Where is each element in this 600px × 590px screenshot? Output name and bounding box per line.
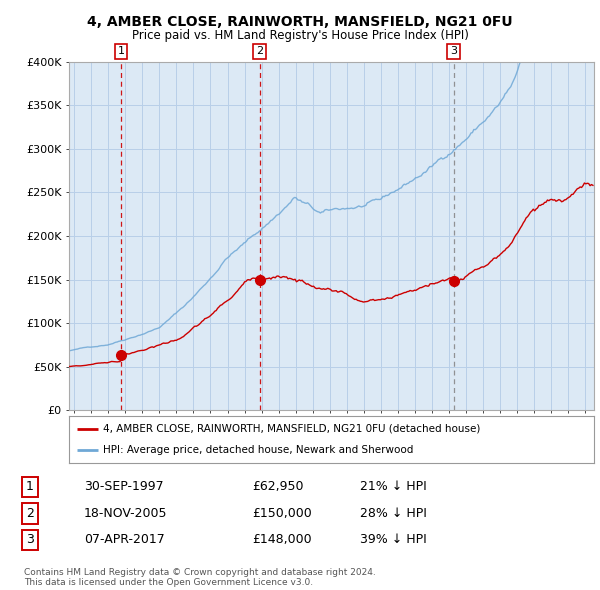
- Text: 30-SEP-1997: 30-SEP-1997: [84, 480, 164, 493]
- Text: 28% ↓ HPI: 28% ↓ HPI: [360, 507, 427, 520]
- Text: 4, AMBER CLOSE, RAINWORTH, MANSFIELD, NG21 0FU: 4, AMBER CLOSE, RAINWORTH, MANSFIELD, NG…: [87, 15, 513, 29]
- Text: £62,950: £62,950: [252, 480, 304, 493]
- Text: 2: 2: [256, 47, 263, 57]
- Text: 2: 2: [26, 507, 34, 520]
- Text: 18-NOV-2005: 18-NOV-2005: [84, 507, 167, 520]
- Text: Contains HM Land Registry data © Crown copyright and database right 2024.
This d: Contains HM Land Registry data © Crown c…: [24, 568, 376, 587]
- Text: 1: 1: [26, 480, 34, 493]
- Text: 07-APR-2017: 07-APR-2017: [84, 533, 165, 546]
- Text: 4, AMBER CLOSE, RAINWORTH, MANSFIELD, NG21 0FU (detached house): 4, AMBER CLOSE, RAINWORTH, MANSFIELD, NG…: [103, 424, 481, 434]
- Text: 39% ↓ HPI: 39% ↓ HPI: [360, 533, 427, 546]
- Text: 21% ↓ HPI: 21% ↓ HPI: [360, 480, 427, 493]
- Text: HPI: Average price, detached house, Newark and Sherwood: HPI: Average price, detached house, Newa…: [103, 445, 413, 455]
- Text: £150,000: £150,000: [252, 507, 312, 520]
- Text: 3: 3: [26, 533, 34, 546]
- Text: 3: 3: [450, 47, 457, 57]
- Text: 1: 1: [118, 47, 124, 57]
- Text: Price paid vs. HM Land Registry's House Price Index (HPI): Price paid vs. HM Land Registry's House …: [131, 30, 469, 42]
- Text: £148,000: £148,000: [252, 533, 311, 546]
